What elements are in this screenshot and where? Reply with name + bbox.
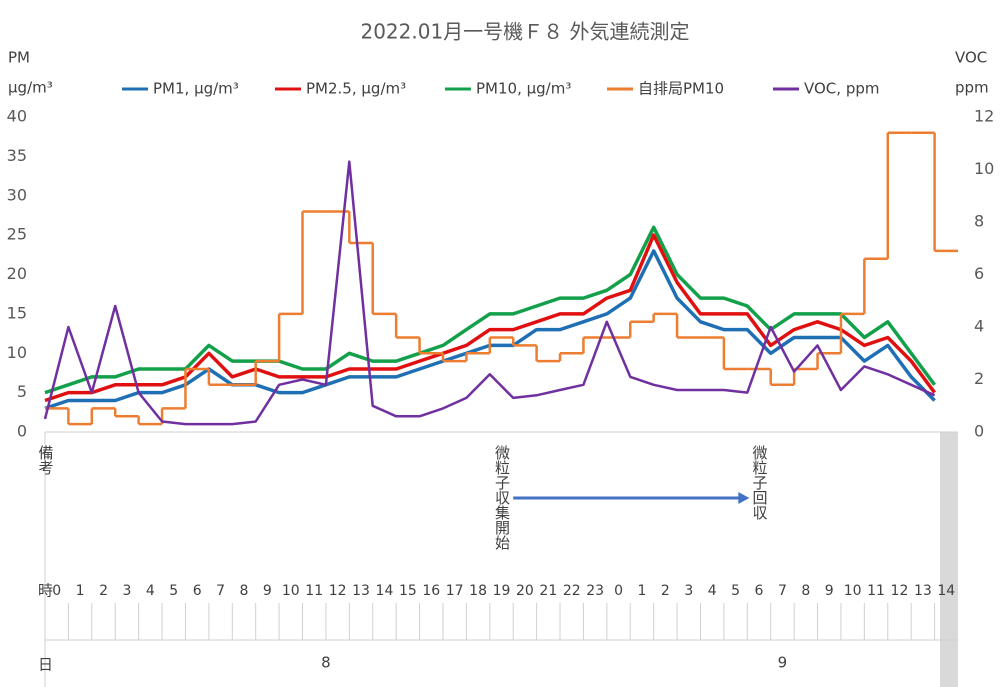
legend-label: PM2.5, μg/m³ [306,80,406,98]
hour-label: 14 [937,583,955,599]
arrow-head [738,492,750,504]
hour-label: 10 [844,583,862,599]
day-label: 8 [321,654,331,672]
hour-label: 1 [638,583,647,599]
hour-label: 11 [305,583,323,599]
hour-label: 7 [778,583,787,599]
hour-label: 5 [169,583,178,599]
y2-tick-label: 8 [974,212,984,231]
notes-header: 備考 [37,445,55,475]
hour-label: 22 [563,583,581,599]
hour-label: 15 [399,583,417,599]
y-tick-label: 10 [7,343,27,362]
legend-label: PM10, μg/m³ [476,80,571,98]
hour-label: 8 [240,583,249,599]
chart-title: 2022.01月一号機Ｆ８ 外気連続測定 [360,20,689,44]
hour-label: 4 [708,583,717,599]
y-tick-label: 20 [7,264,27,283]
y-tick-label: 35 [7,146,27,165]
day-label: 9 [778,654,788,672]
hour-label: 9 [263,583,272,599]
hour-label: 2 [661,583,670,599]
y-tick-label: 40 [7,107,27,126]
hour-label: 3 [684,583,693,599]
hour-label: 0 [614,583,623,599]
y-tick-label: 15 [7,303,27,322]
y-tick-label: 0 [17,422,27,441]
y2-tick-label: 4 [974,317,984,336]
y2-tick-label: 12 [974,107,994,126]
hour-label: 16 [422,583,440,599]
y-axis-label: PM [8,49,30,67]
note: 微粒子収集開始 [493,445,511,550]
shaded-column [940,432,958,687]
hour-label: 20 [516,583,534,599]
hour-label: 5 [731,583,740,599]
series-line [44,225,937,395]
series-line [43,160,936,426]
hour-label: 13 [914,583,932,599]
hour-label: 19 [493,583,511,599]
hour-label: 12 [329,583,347,599]
y2-axis-label: VOC [955,49,987,67]
hour-label: 23 [586,583,604,599]
legend-label: 自排局PM10 [638,80,724,98]
note: 微粒子回収 [751,445,769,520]
hour-label: 0 [52,583,61,599]
hour-label: 4 [146,583,155,599]
hour-label: 3 [122,583,131,599]
hour-label: 9 [825,583,834,599]
y2-axis-label: ppm [955,79,989,97]
y2-tick-label: 10 [974,159,994,178]
hour-label: 11 [867,583,885,599]
hour-label: 13 [352,583,370,599]
hour-label: 2 [99,583,108,599]
y2-tick-label: 6 [974,264,984,283]
hour-label: 7 [216,583,225,599]
hour-label: 8 [801,583,810,599]
hour-label: 12 [891,583,909,599]
y-tick-label: 25 [7,225,27,244]
hour-label: 17 [446,583,464,599]
legend-label: PM1, μg/m³ [153,80,239,98]
hour-label: 18 [469,583,487,599]
y2-tick-label: 2 [974,369,984,388]
hour-label: 10 [282,583,300,599]
y-tick-label: 5 [17,382,27,401]
hour-label: 21 [539,583,557,599]
hour-label: 14 [376,583,394,599]
hour-label: 1 [76,583,85,599]
hours-header: 時 [38,582,53,600]
y-axis-label: μg/m³ [8,79,53,97]
days-header: 日 [38,656,53,674]
hour-label: 6 [193,583,202,599]
y2-tick-label: 0 [974,422,984,441]
legend-label: VOC, ppm [804,80,879,98]
y-tick-label: 30 [7,185,27,204]
hour-label: 6 [755,583,764,599]
